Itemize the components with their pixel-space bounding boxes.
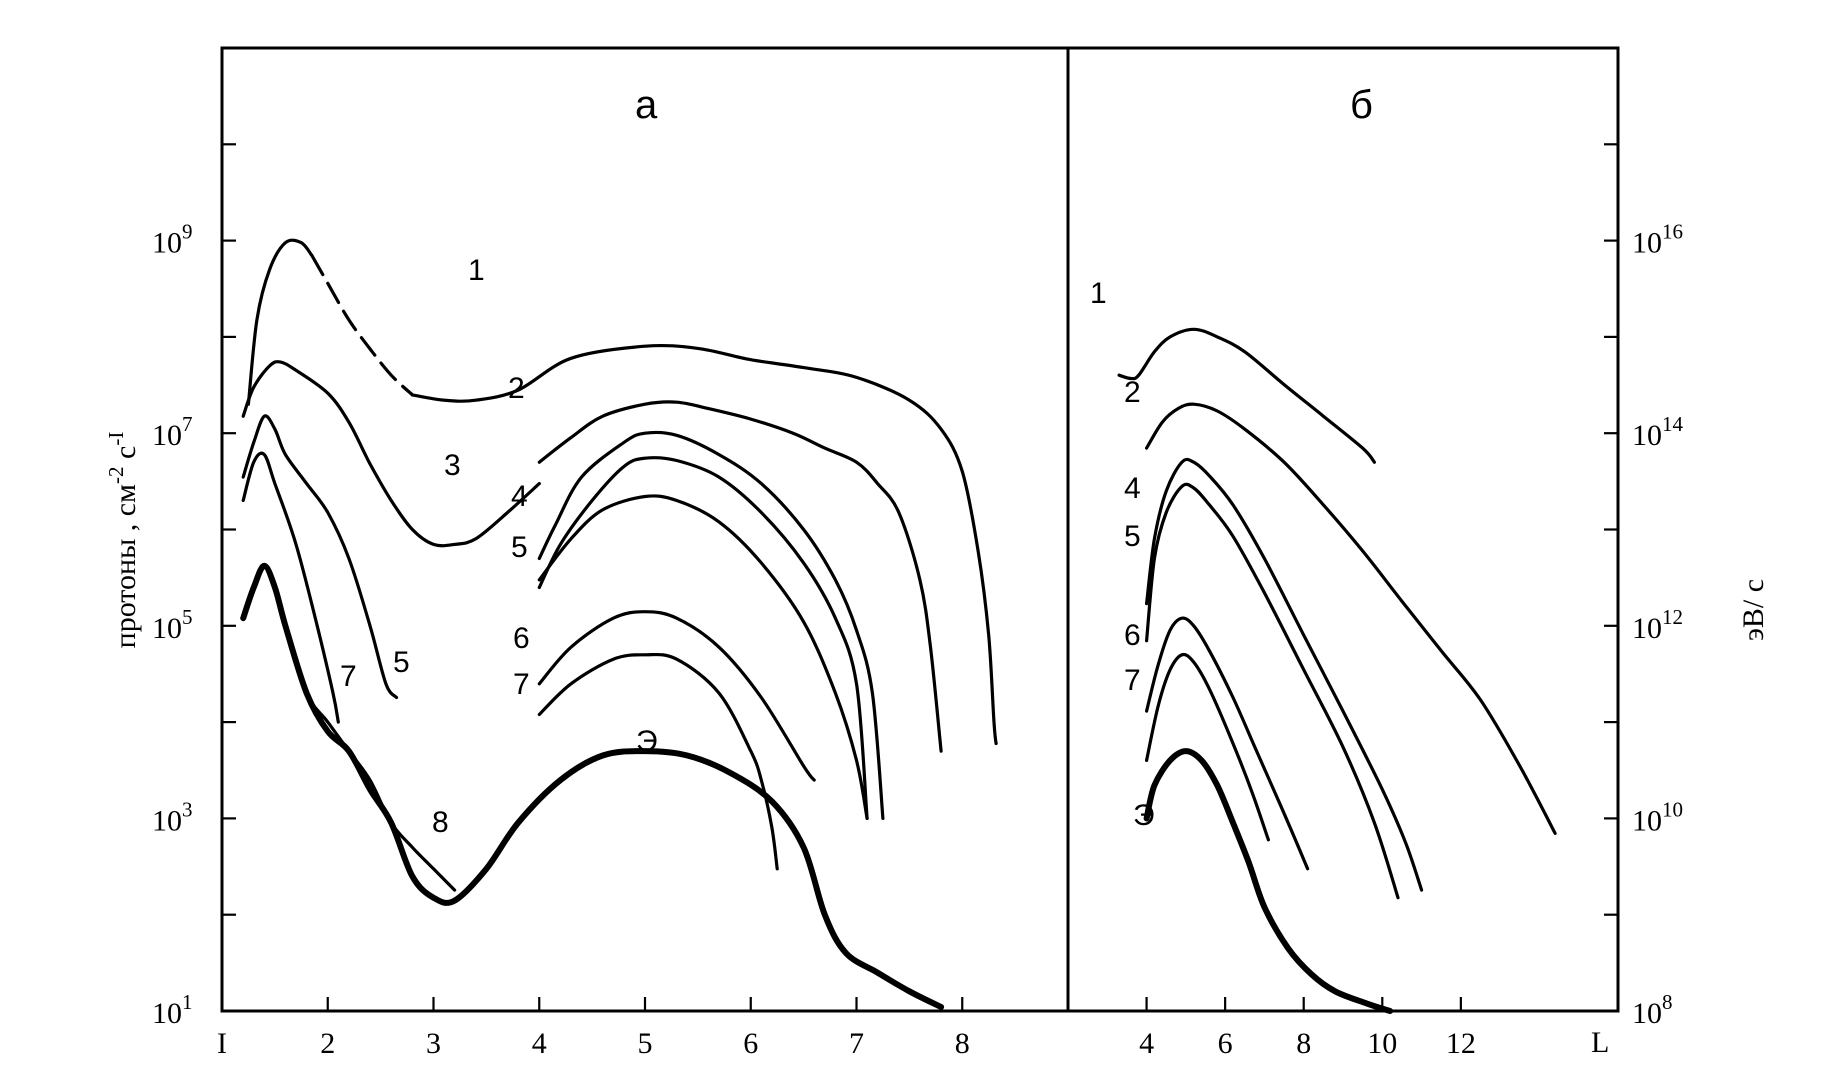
series-a-8-10: [241, 564, 457, 892]
series-a-4-3: [537, 430, 885, 820]
series-a-5-4: [537, 456, 869, 820]
x-tick-label-a: 3: [426, 1027, 441, 1060]
curve-label-a-2: 2: [508, 372, 525, 405]
y-tick-label-a: 107: [152, 412, 193, 452]
panel-b-label: б: [1350, 83, 1373, 127]
y-tick-label-a: 109: [152, 220, 193, 260]
curve-label-a-5-left: 5: [393, 646, 410, 679]
x-tick-label-a: 7: [849, 1027, 864, 1060]
series-a-2-2: [537, 400, 943, 753]
series-a-Э-11: [240, 562, 945, 1010]
x-tick-label-a: 2: [320, 1027, 335, 1060]
series-a-7-7: [537, 652, 779, 871]
series-b-7-5: [1145, 652, 1270, 842]
curve-label-b-7: 7: [1124, 664, 1141, 697]
series-a-5-8: [241, 414, 399, 700]
curve-label-a-7-right: 7: [513, 668, 530, 701]
series-a-6-5: [537, 494, 869, 820]
x-tick-label-b: 10: [1367, 1027, 1397, 1060]
series-a-6-6: [537, 610, 816, 782]
y-axis-right-title: эВ/ с: [1737, 579, 1770, 641]
y-tick-label-b: 1012: [1632, 605, 1683, 645]
y-tick-label-b: 1014: [1632, 412, 1684, 452]
series-a-7-9: [241, 451, 340, 724]
curve-label-a-7-left: 7: [340, 660, 357, 693]
panel-a-frame: [220, 46, 1070, 1013]
curve-label-a-4: 4: [511, 480, 528, 513]
y-tick-label-b: 1010: [1632, 797, 1683, 837]
series-b-5-3: [1145, 482, 1400, 900]
x-tick-label-b: 12: [1446, 1027, 1476, 1060]
curve-label-a-5-right: 5: [511, 531, 528, 564]
curve-label-b-E: Э: [1133, 799, 1155, 832]
panel-a-label: а: [635, 83, 658, 127]
curve-label-a-E: Э: [636, 725, 658, 758]
x-tick-label-b: 4: [1139, 1027, 1154, 1060]
curve-label-b-6: 6: [1124, 619, 1141, 652]
curve-label-a-3: 3: [444, 449, 461, 482]
curve-label-a-6: 6: [513, 622, 530, 655]
curve-label-b-1: 1: [1090, 277, 1107, 310]
y-tick-label-b: 1016: [1632, 220, 1683, 260]
y-axis-left-title: протоны , см-2 с-I: [104, 432, 142, 649]
series-a-1-0-seg2: [410, 343, 998, 746]
series-b-2-1: [1145, 402, 1557, 835]
series-a-3-1: [241, 360, 541, 548]
series-a-1-0-seg0: [246, 238, 314, 406]
curve-label-b-4: 4: [1124, 472, 1141, 505]
x-tick-label-a: 6: [743, 1027, 758, 1060]
x-axis-label-L: L: [1591, 1026, 1609, 1059]
curve-label-b-2: 2: [1124, 376, 1141, 409]
series-b-4-2: [1145, 457, 1424, 892]
x-tick-label-a: 8: [955, 1027, 970, 1060]
series-b-Э-6: [1143, 748, 1394, 1014]
curve-label-b-5: 5: [1124, 520, 1141, 553]
y-tick-label-b: 108: [1632, 990, 1673, 1030]
panel-a-ticks: I 2 3 4 5 6 7 8 101 103 105 107 109: [152, 46, 970, 1060]
curve-label-a-8: 8: [432, 806, 449, 839]
x-tick-label-b: 8: [1296, 1027, 1311, 1060]
y-tick-label-a: 101: [152, 990, 193, 1030]
curve-label-a-1: 1: [468, 254, 485, 287]
x-tick-label-b: 6: [1218, 1027, 1233, 1060]
y-tick-label-a: 105: [152, 605, 193, 645]
series-a-1-0-seg1: [310, 253, 414, 397]
x-tick-label-a: I: [217, 1027, 227, 1060]
x-tick-label-a: 4: [532, 1027, 547, 1060]
y-tick-label-a: 103: [152, 797, 193, 837]
panel-a-curves: [240, 238, 998, 1010]
series-b-1-0: [1117, 327, 1376, 464]
panel-b-curves: [1117, 327, 1557, 1014]
series-b-6-4: [1145, 616, 1310, 871]
x-tick-label-a: 5: [638, 1027, 653, 1060]
